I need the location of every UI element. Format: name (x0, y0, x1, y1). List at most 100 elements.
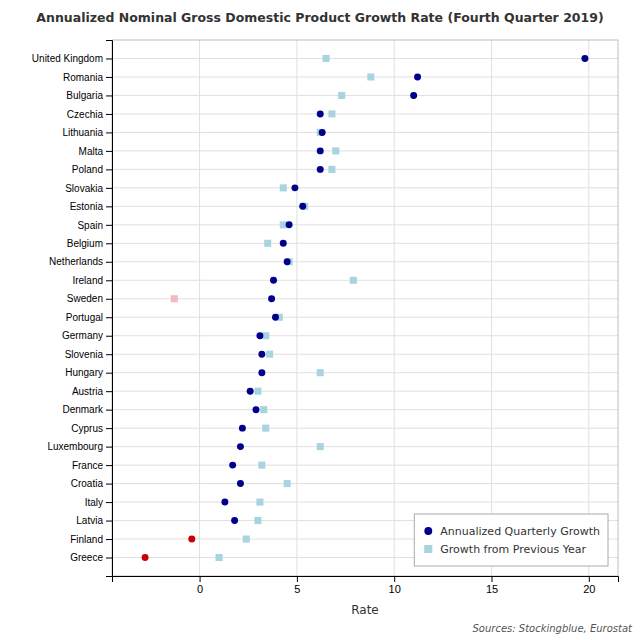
y-tick-mark (106, 206, 112, 207)
y-tick-mark (106, 391, 112, 392)
dot-point (272, 314, 279, 321)
y-tick-label: Germany (62, 330, 103, 341)
legend-swatch (424, 527, 432, 535)
y-tick-mark (106, 262, 112, 263)
dot-point (142, 554, 149, 561)
y-tick-label: Croatia (71, 478, 104, 489)
y-tick: Cyprus (71, 423, 112, 434)
grid-line (112, 169, 618, 170)
y-tick-label: Slovenia (65, 349, 104, 360)
dot-point (256, 332, 263, 339)
grid-line (112, 150, 618, 151)
y-tick: Romania (63, 72, 112, 83)
y-tick: Spain (77, 220, 112, 231)
legend-swatch (424, 545, 432, 553)
y-tick-mark (106, 558, 112, 559)
series (171, 55, 375, 561)
y-tick-label: Sweden (67, 293, 103, 304)
square-point (317, 443, 324, 450)
y-tick: United Kingdom (32, 53, 112, 64)
x-tick-mark (200, 576, 201, 582)
grid-line (112, 391, 618, 392)
y-tick: Czechia (67, 109, 112, 120)
square-point (254, 517, 261, 524)
dot-point (229, 462, 236, 469)
y-tick: Germany (62, 330, 112, 341)
y-tick-label: Denmark (62, 404, 104, 415)
dot-point (280, 240, 287, 247)
y-tick: Estonia (70, 201, 112, 212)
y-tick: Latvia (76, 515, 112, 526)
grid-line (112, 483, 618, 484)
y-tick: Greece (70, 552, 112, 563)
x-tick: 0 (197, 576, 203, 595)
plot-frame (112, 40, 618, 576)
y-tick-mark (106, 151, 112, 152)
y-tick-label: Luxembourg (47, 441, 103, 452)
y-tick-mark (106, 243, 112, 244)
dot-point (237, 443, 244, 450)
y-tick-label: Ireland (72, 275, 103, 286)
y-tick: Slovakia (65, 183, 112, 194)
grid-line (112, 132, 618, 133)
grid-line (112, 187, 618, 188)
x-tick-label: 10 (389, 583, 401, 595)
square-point (284, 480, 291, 487)
dot-point (319, 129, 326, 136)
y-tick-label: Belgium (67, 238, 103, 249)
grid-line (112, 354, 618, 355)
y-tick: Croatia (71, 478, 112, 489)
x-axis-line (113, 577, 619, 583)
x-tick-label: 20 (583, 583, 595, 595)
y-tick-mark (106, 225, 112, 226)
dot-point (270, 277, 277, 284)
square-point (260, 406, 267, 413)
y-tick-mark (106, 539, 112, 540)
grid-line (296, 40, 297, 576)
dot-point (414, 73, 421, 80)
x-tick-label: 15 (486, 583, 498, 595)
legend-label: Growth from Previous Year (440, 543, 586, 556)
dot-point (239, 425, 246, 432)
grid-line (394, 40, 395, 576)
y-tick-label: Italy (85, 497, 103, 508)
y-tick-mark (106, 169, 112, 170)
grid-line (112, 465, 618, 466)
source-note: Sources: Stockingblue, Eurostat (472, 623, 633, 634)
dot-point (317, 147, 324, 154)
y-tick: Belgium (67, 238, 112, 249)
grid-line (112, 243, 618, 244)
grid (112, 40, 618, 576)
y-tick: Luxembourg (47, 441, 112, 452)
x-tick-mark (394, 576, 395, 582)
square-point (367, 73, 374, 80)
grid-line (199, 40, 200, 576)
square-point (280, 184, 287, 191)
square-point (258, 462, 265, 469)
grid-line (112, 335, 618, 336)
chart: 05101520United KingdomRomaniaBulgariaCze… (0, 0, 640, 640)
y-tick-mark (106, 77, 112, 78)
y-tick-mark (106, 484, 112, 485)
x-tick: 10 (389, 576, 401, 595)
y-tick-label: Czechia (67, 109, 104, 120)
grid-line (112, 95, 618, 96)
dot-point (291, 184, 298, 191)
x-tick-mark (297, 576, 298, 582)
y-tick: Poland (72, 164, 112, 175)
y-tick-mark (106, 428, 112, 429)
marks (142, 55, 589, 561)
y-axis: United KingdomRomaniaBulgariaCzechiaLith… (32, 41, 113, 577)
x-tick: 20 (583, 576, 595, 595)
square-point (323, 55, 330, 62)
y-tick-mark (106, 114, 112, 115)
y-tick-label: Cyprus (71, 423, 103, 434)
square-point (216, 554, 223, 561)
x-axis-title: Rate (351, 603, 379, 617)
y-tick-mark (106, 502, 112, 503)
y-tick-mark (106, 188, 112, 189)
y-tick-label: Portugal (66, 312, 103, 323)
dot-point (253, 406, 260, 413)
y-tick-label: Spain (77, 220, 103, 231)
y-tick-mark (106, 447, 112, 448)
